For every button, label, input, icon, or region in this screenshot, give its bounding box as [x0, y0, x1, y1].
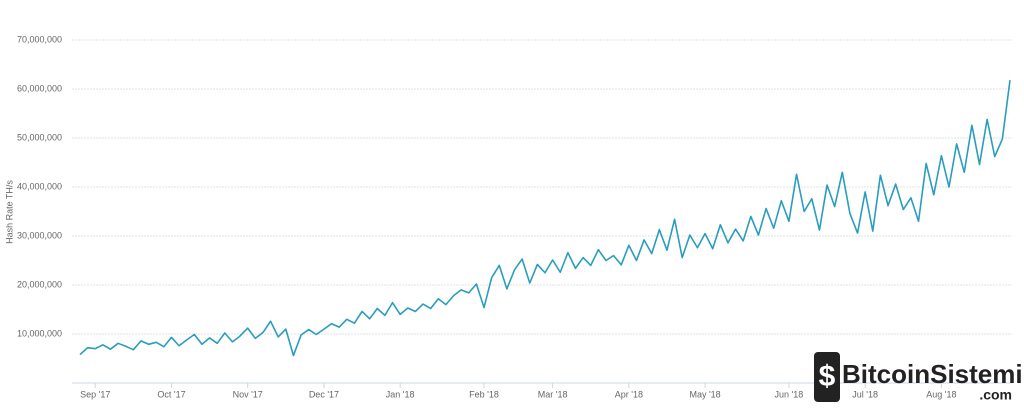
y-tick-label: 30,000,000 — [17, 230, 62, 240]
x-tick-label: Sep '17 — [80, 389, 110, 399]
x-tick-label: Jan '18 — [386, 389, 415, 399]
y-tick-label: 50,000,000 — [17, 132, 62, 142]
x-tick-label: Dec '17 — [309, 389, 339, 399]
x-tick-label: Jun '18 — [775, 389, 804, 399]
x-tick-label: Feb '18 — [469, 389, 499, 399]
watermark-logo — [814, 352, 840, 402]
x-tick-label: Aug '18 — [926, 389, 956, 399]
y-tick-label: 60,000,000 — [17, 83, 62, 93]
y-tick-label: 40,000,000 — [17, 181, 62, 191]
x-tick-label: May '18 — [689, 389, 720, 399]
y-tick-label: 10,000,000 — [17, 328, 62, 338]
watermark-logo-glyph: $ — [819, 360, 836, 393]
data-line — [79, 80, 1011, 357]
x-tick-label: Apr '18 — [615, 389, 643, 399]
watermark-sub: .com — [979, 387, 1012, 403]
y-tick-label: 20,000,000 — [17, 279, 62, 289]
x-tick-label: Jul '18 — [852, 389, 878, 399]
x-tick-label: Nov '17 — [233, 389, 263, 399]
x-tick-label: Oct '17 — [157, 389, 185, 399]
y-axis-label: Hash Rate TH/s — [4, 180, 14, 244]
y-tick-label: 70,000,000 — [17, 34, 62, 44]
watermark: $ BitcoinSistemi .com — [814, 352, 1023, 403]
watermark-text: BitcoinSistemi — [842, 359, 1023, 389]
x-tick-label: Mar '18 — [538, 389, 568, 399]
